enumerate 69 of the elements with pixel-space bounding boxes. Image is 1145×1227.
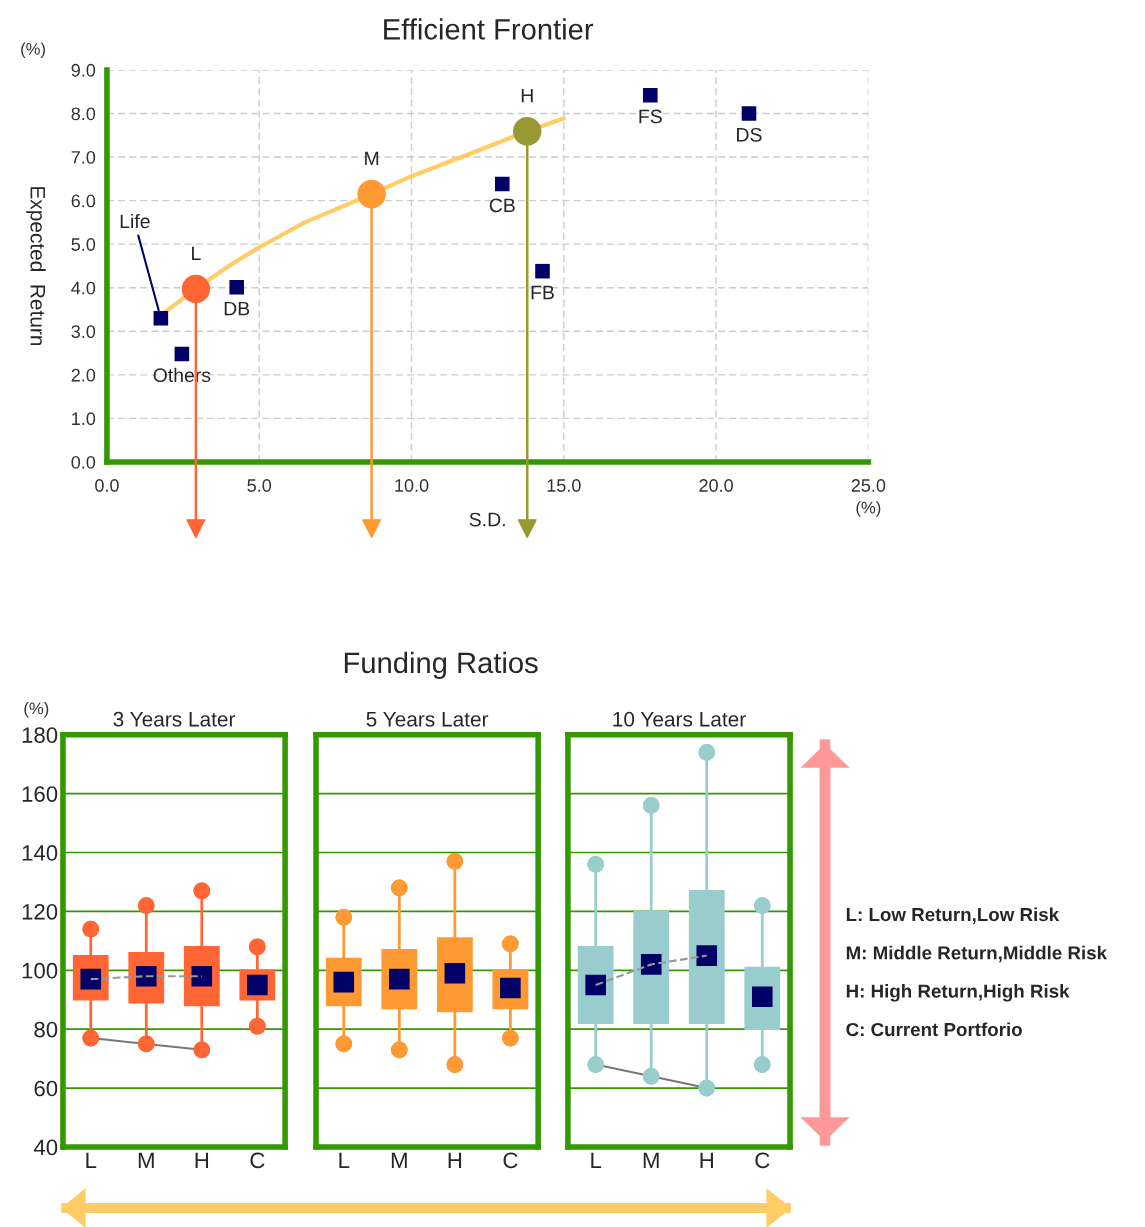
series-label: M (365, 151, 379, 166)
x-tick-label: 15.0 (547, 479, 581, 492)
y-tick-label: 5.0 (71, 238, 96, 251)
series-label: FB (531, 285, 554, 300)
x-tick-label: M (391, 1152, 407, 1168)
y-tick-label: 0.0 (71, 455, 96, 469)
text: (%) (21, 42, 45, 59)
series-label: CB (489, 198, 515, 213)
series-label: FS (639, 109, 662, 124)
x-tick-label: H (700, 1152, 713, 1168)
x-tick-label: 25.0 (851, 479, 886, 492)
y-tick-label: 2.0 (71, 368, 96, 382)
y-tick-label: 40 (33, 1139, 58, 1156)
x-tick-label: 20.0 (699, 479, 733, 492)
point (643, 87, 658, 103)
y-tick-label: 140 (22, 845, 58, 861)
x-tick-label: H (195, 1152, 209, 1168)
text: L: Low Return,Low Risk (846, 907, 1060, 924)
x-axis-title: S.D. (469, 512, 505, 527)
y-tick-label: 4.0 (71, 281, 96, 295)
y-tick-label: 160 (22, 786, 58, 802)
text: (%) (856, 501, 881, 517)
x-tick-label: L (591, 1152, 602, 1168)
y-tick-label: 1.0 (72, 412, 96, 426)
point (181, 274, 211, 304)
point (153, 310, 169, 326)
y-tick-label: 180 (22, 727, 58, 743)
x-tick-label: L (86, 1152, 97, 1168)
x-tick-label: C (503, 1152, 518, 1169)
y-tick-label: 120 (22, 903, 58, 920)
text: M: Middle Return,Middle Risk (846, 945, 1108, 963)
x-tick-label: 0.0 (95, 479, 119, 492)
y-tick-label: 7.0 (71, 150, 96, 164)
text: H: High Return,High Risk (846, 984, 1070, 1002)
y-axis-title: Expected Return (26, 187, 46, 346)
y-tick-label: 6.0 (71, 194, 96, 208)
point (494, 176, 510, 192)
x-tick-label: H (448, 1152, 462, 1168)
text: C: Current Portforio (846, 1022, 1022, 1037)
x-tick-label: 10.0 (395, 479, 429, 492)
x-tick-label: C (755, 1152, 770, 1169)
point (741, 106, 757, 121)
series-label: DS (737, 127, 762, 142)
point (357, 179, 386, 209)
text: Funding Ratios (344, 651, 538, 679)
series-label: DB (224, 301, 250, 316)
series-label: L (192, 246, 201, 260)
x-tick-label: 5.0 (247, 479, 272, 492)
x-tick-label: C (250, 1152, 265, 1169)
y-tick-label: 9.0 (71, 63, 96, 77)
y-tick-label: 8.0 (71, 107, 96, 121)
x-tick-label: L (339, 1152, 350, 1168)
chart-title: 5 Years Later (366, 712, 489, 727)
point (174, 346, 190, 362)
point (229, 280, 244, 295)
x-tick-label: M (643, 1152, 659, 1168)
chart-title: Efficient Frontier (384, 18, 594, 40)
x-tick-label: M (138, 1152, 154, 1168)
y-tick-label: 3.0 (71, 325, 96, 339)
y-tick-label: 100 (22, 962, 58, 979)
series-label: H (521, 88, 533, 103)
chart-title: 10 Years Later (613, 711, 746, 727)
text: (%) (24, 702, 49, 718)
point (513, 117, 542, 146)
y-tick-label: 60 (34, 1080, 58, 1097)
y-tick-label: 80 (34, 1021, 58, 1038)
chart-title: 3 Years Later (113, 711, 236, 727)
point (535, 263, 550, 279)
annotation: Life (120, 213, 150, 229)
